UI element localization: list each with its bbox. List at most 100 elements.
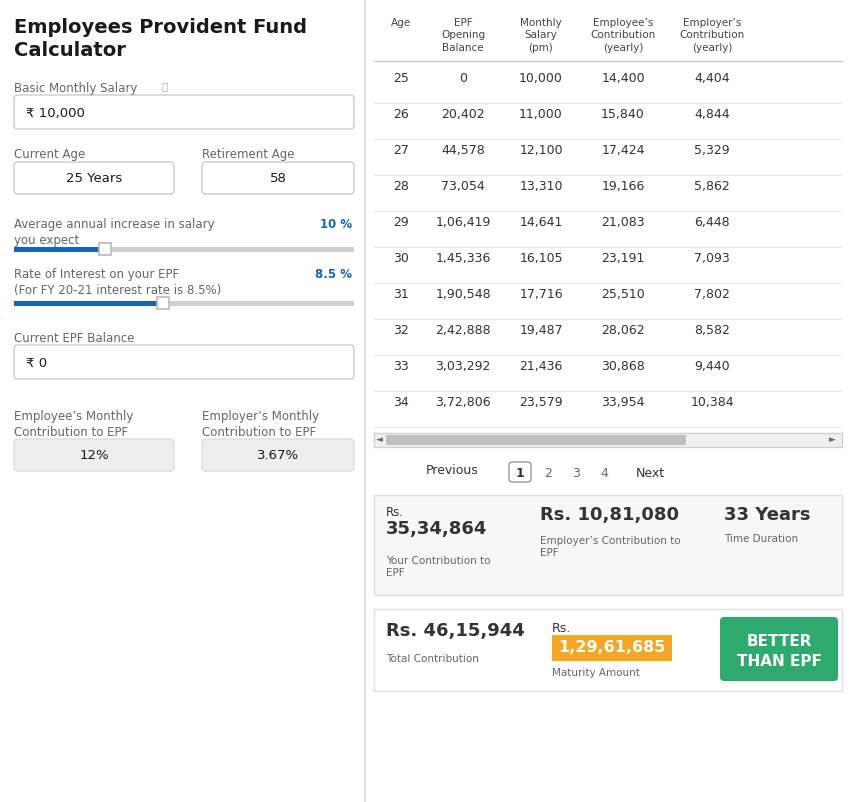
Text: Rs.: Rs. (386, 505, 404, 518)
Text: 4,844: 4,844 (694, 107, 730, 121)
Text: 5,329: 5,329 (694, 144, 730, 157)
Text: 19,166: 19,166 (601, 180, 644, 192)
Text: 10,000: 10,000 (519, 72, 563, 85)
Text: 12,100: 12,100 (519, 144, 563, 157)
Text: Total Contribution: Total Contribution (386, 653, 479, 663)
Text: 23,191: 23,191 (601, 252, 644, 265)
Text: 17,716: 17,716 (519, 288, 563, 301)
Text: 16,105: 16,105 (519, 252, 563, 265)
Text: Age: Age (391, 18, 411, 28)
Text: Employer’s
Contribution
(yearly): Employer’s Contribution (yearly) (679, 18, 745, 53)
Text: 2,42,888: 2,42,888 (435, 323, 490, 337)
Text: Your Contribution to
EPF: Your Contribution to EPF (386, 555, 490, 577)
FancyBboxPatch shape (202, 439, 354, 472)
Text: 21,436: 21,436 (519, 359, 563, 373)
Text: 28,062: 28,062 (601, 323, 645, 337)
Text: Rs.: Rs. (552, 622, 571, 634)
Text: Basic Monthly Salary: Basic Monthly Salary (14, 82, 138, 95)
Bar (552, 635, 672, 661)
FancyBboxPatch shape (202, 163, 354, 195)
Text: 25,510: 25,510 (601, 288, 645, 301)
Text: 17,424: 17,424 (601, 144, 645, 157)
Bar (14, 248, 354, 253)
Text: Retirement Age: Retirement Age (202, 148, 294, 160)
Bar (386, 435, 686, 445)
Text: 14,641: 14,641 (519, 216, 563, 229)
FancyBboxPatch shape (14, 439, 174, 472)
Text: 31: 31 (393, 288, 409, 301)
Text: Employees Provident Fund
Calculator: Employees Provident Fund Calculator (14, 18, 307, 59)
Text: ₹ 0: ₹ 0 (26, 357, 47, 370)
Text: 8,582: 8,582 (694, 323, 730, 337)
Text: Monthly
Salary
(pm): Monthly Salary (pm) (520, 18, 562, 53)
Text: 35,34,864: 35,34,864 (386, 520, 487, 537)
Text: Current Age: Current Age (14, 148, 85, 160)
Text: 30,868: 30,868 (601, 359, 645, 373)
Text: 27: 27 (393, 144, 409, 157)
Bar (14, 248, 105, 253)
Text: 28: 28 (393, 180, 409, 192)
Text: Previous: Previous (426, 464, 479, 476)
Text: 0: 0 (459, 72, 467, 85)
Text: Rs. 46,15,944: Rs. 46,15,944 (386, 622, 524, 639)
Text: 34: 34 (393, 395, 409, 408)
Text: Employee’s
Contribution
(yearly): Employee’s Contribution (yearly) (591, 18, 655, 53)
Text: 5,862: 5,862 (694, 180, 730, 192)
Text: EPF
Opening
Balance: EPF Opening Balance (441, 18, 485, 53)
Text: 44,578: 44,578 (441, 144, 484, 157)
Text: Employer’s Monthly
Contribution to EPF: Employer’s Monthly Contribution to EPF (202, 410, 319, 439)
Text: ►: ► (829, 435, 836, 444)
Text: 26: 26 (393, 107, 409, 121)
Text: 73,054: 73,054 (441, 180, 484, 192)
Text: 14,400: 14,400 (601, 72, 645, 85)
Text: Rate of Interest on your EPF
(For FY 20-21 interest rate is 8.5%): Rate of Interest on your EPF (For FY 20-… (14, 268, 221, 297)
Text: 4: 4 (600, 467, 608, 480)
Text: 1,45,336: 1,45,336 (435, 252, 490, 265)
Text: Employee’s Monthly
Contribution to EPF: Employee’s Monthly Contribution to EPF (14, 410, 133, 439)
Text: Employer’s Contribution to
EPF: Employer’s Contribution to EPF (540, 535, 681, 557)
Bar (14, 302, 354, 306)
Text: 3.67%: 3.67% (257, 448, 299, 461)
Text: 11,000: 11,000 (519, 107, 563, 121)
Text: 7,802: 7,802 (694, 288, 730, 301)
Text: 19,487: 19,487 (519, 323, 563, 337)
Text: 21,083: 21,083 (601, 216, 645, 229)
Text: ◄: ◄ (376, 435, 382, 444)
Text: 33 Years: 33 Years (724, 505, 811, 524)
Text: Rs. 10,81,080: Rs. 10,81,080 (540, 505, 679, 524)
Text: Time Duration: Time Duration (724, 533, 798, 543)
Text: ⓘ: ⓘ (162, 81, 168, 91)
Text: BETTER: BETTER (746, 634, 812, 648)
Text: 23,579: 23,579 (519, 395, 563, 408)
Text: 25 Years: 25 Years (65, 172, 122, 184)
Text: 8.5 %: 8.5 % (315, 268, 352, 281)
Text: 6,448: 6,448 (694, 216, 730, 229)
Text: 33,954: 33,954 (601, 395, 645, 408)
Text: 10 %: 10 % (320, 217, 352, 231)
Bar (374, 496, 842, 595)
Text: 2: 2 (544, 467, 552, 480)
FancyBboxPatch shape (14, 96, 354, 130)
Text: 3,03,292: 3,03,292 (435, 359, 490, 373)
FancyBboxPatch shape (14, 163, 174, 195)
Text: 30: 30 (393, 252, 409, 265)
Text: 29: 29 (393, 216, 409, 229)
Text: 33: 33 (393, 359, 409, 373)
FancyBboxPatch shape (509, 463, 531, 482)
Text: 25: 25 (393, 72, 409, 85)
Text: 12%: 12% (79, 448, 109, 461)
Text: 3,72,806: 3,72,806 (435, 395, 490, 408)
Text: 20,402: 20,402 (441, 107, 484, 121)
Text: 58: 58 (269, 172, 286, 184)
Text: 4,404: 4,404 (694, 72, 730, 85)
Text: Average annual increase in salary
you expect: Average annual increase in salary you ex… (14, 217, 214, 247)
Text: 15,840: 15,840 (601, 107, 645, 121)
Text: Current EPF Balance: Current EPF Balance (14, 331, 134, 345)
Text: 32: 32 (393, 323, 409, 337)
Text: 13,310: 13,310 (519, 180, 563, 192)
Bar (14, 302, 163, 306)
FancyBboxPatch shape (720, 618, 838, 681)
Text: 1,29,61,685: 1,29,61,685 (558, 639, 666, 654)
Text: 9,440: 9,440 (694, 359, 730, 373)
FancyBboxPatch shape (14, 346, 354, 379)
